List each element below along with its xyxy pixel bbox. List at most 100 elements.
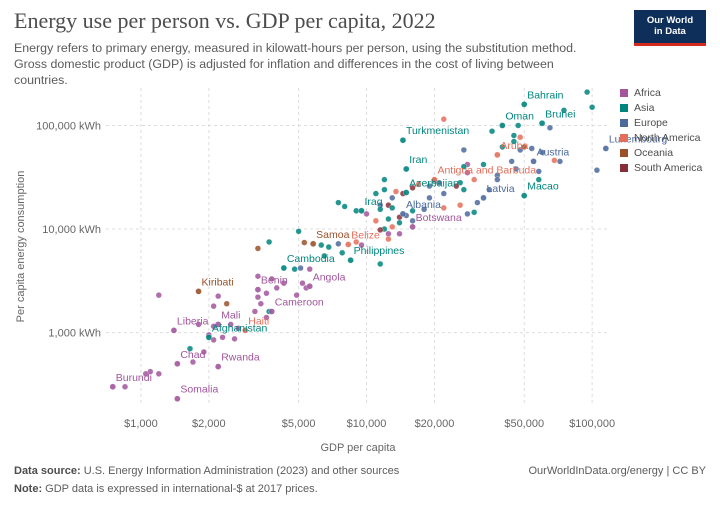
data-point: [210, 303, 217, 310]
data-point: [280, 264, 288, 272]
data-point: [273, 284, 280, 291]
data-point: [174, 360, 181, 367]
data-point: [301, 239, 308, 246]
data-point: [321, 252, 328, 259]
legend-item[interactable]: South America: [620, 160, 702, 175]
point-label: Iraq: [365, 196, 383, 208]
legend-label: Asia: [634, 101, 655, 114]
legend-item[interactable]: Asia: [620, 100, 702, 115]
data-point: [189, 358, 196, 366]
data-point: [389, 223, 396, 230]
data-point: [399, 210, 407, 218]
data-point: [299, 280, 306, 287]
data-point: [521, 101, 528, 108]
data-point: [538, 120, 546, 127]
data-point: [480, 161, 487, 168]
point-label: Belize: [351, 229, 380, 241]
data-point: [358, 207, 365, 214]
source-label: Data source:: [14, 465, 81, 477]
data-point: [372, 217, 379, 224]
data-point: [266, 238, 273, 246]
data-point: [399, 137, 407, 144]
data-point: [494, 151, 501, 159]
point-label: Brunei: [545, 108, 575, 120]
data-point: [535, 168, 542, 175]
data-point: [436, 179, 443, 186]
data-point: [396, 219, 403, 226]
data-point: [460, 186, 467, 193]
data-point: [306, 283, 313, 290]
data-point: [205, 334, 213, 341]
data-point: [268, 275, 275, 282]
data-point: [593, 167, 600, 174]
data-point: [546, 124, 553, 131]
data-point: [584, 89, 591, 96]
data-point: [409, 184, 416, 191]
data-point: [363, 210, 370, 217]
data-point: [403, 189, 410, 196]
legend-swatch: [620, 103, 628, 112]
x-axis-title: GDP per capita: [320, 442, 396, 454]
data-point: [494, 176, 501, 183]
point-label: Afghanistan: [212, 322, 268, 334]
legend-swatch: [620, 148, 628, 157]
data-point: [318, 242, 325, 249]
note-label: Note:: [14, 483, 43, 495]
data-point: [440, 204, 447, 211]
source-text: U.S. Energy Information Administration (…: [83, 465, 400, 477]
data-point: [263, 290, 270, 297]
footer-url[interactable]: OurWorldInData.org/energy | CC BY: [528, 465, 706, 477]
point-label: Latvia: [487, 183, 515, 195]
x-tick-label: $2,000: [192, 418, 226, 430]
data-point: [426, 183, 433, 190]
owid-logo[interactable]: Our World in Data: [634, 10, 706, 46]
legend-item[interactable]: Europe: [620, 115, 702, 130]
data-point: [453, 183, 460, 190]
legend-label: South America: [634, 161, 703, 174]
data-point: [551, 157, 558, 164]
data-point: [358, 242, 365, 249]
data-point: [254, 294, 261, 301]
data-point: [464, 210, 471, 217]
data-point: [227, 321, 234, 328]
data-point: [170, 327, 178, 334]
data-point: [341, 203, 348, 210]
point-label: Philippines: [354, 245, 405, 257]
data-point: [195, 288, 202, 295]
legend-item[interactable]: North America: [620, 130, 702, 145]
point-label: Austria: [537, 146, 570, 158]
data-point: [268, 308, 275, 315]
data-point: [389, 204, 396, 211]
point-label: Samoa: [316, 229, 349, 241]
data-point: [409, 207, 416, 214]
legend-label: North America: [634, 131, 701, 144]
data-point: [460, 146, 467, 154]
data-point: [389, 194, 396, 201]
data-point: [521, 143, 528, 151]
data-point: [392, 188, 399, 195]
data-point: [535, 176, 542, 183]
data-point: [251, 308, 258, 315]
data-point: [353, 207, 360, 214]
footer-note: Note: GDP data is expressed in internati…: [14, 483, 318, 495]
legend: Africa Asia Europe North America Oceania Sout…: [620, 85, 702, 175]
point-label: Aruba: [500, 140, 528, 152]
data-point: [335, 240, 342, 247]
point-label: Kiribati: [202, 276, 234, 288]
point-label: Liberia: [177, 315, 209, 327]
data-point: [200, 348, 207, 356]
data-point: [602, 145, 609, 152]
legend-label: Oceania: [634, 146, 674, 159]
data-point: [254, 286, 262, 293]
legend-item[interactable]: Africa: [620, 85, 702, 100]
data-point: [471, 209, 478, 216]
legend-item[interactable]: Oceania: [620, 145, 702, 160]
data-point: [210, 336, 217, 343]
data-point: [263, 314, 270, 321]
data-point: [488, 128, 496, 135]
data-point: [560, 107, 568, 114]
data-point: [589, 104, 596, 111]
point-label: Iran: [409, 154, 427, 166]
data-point: [142, 370, 149, 377]
